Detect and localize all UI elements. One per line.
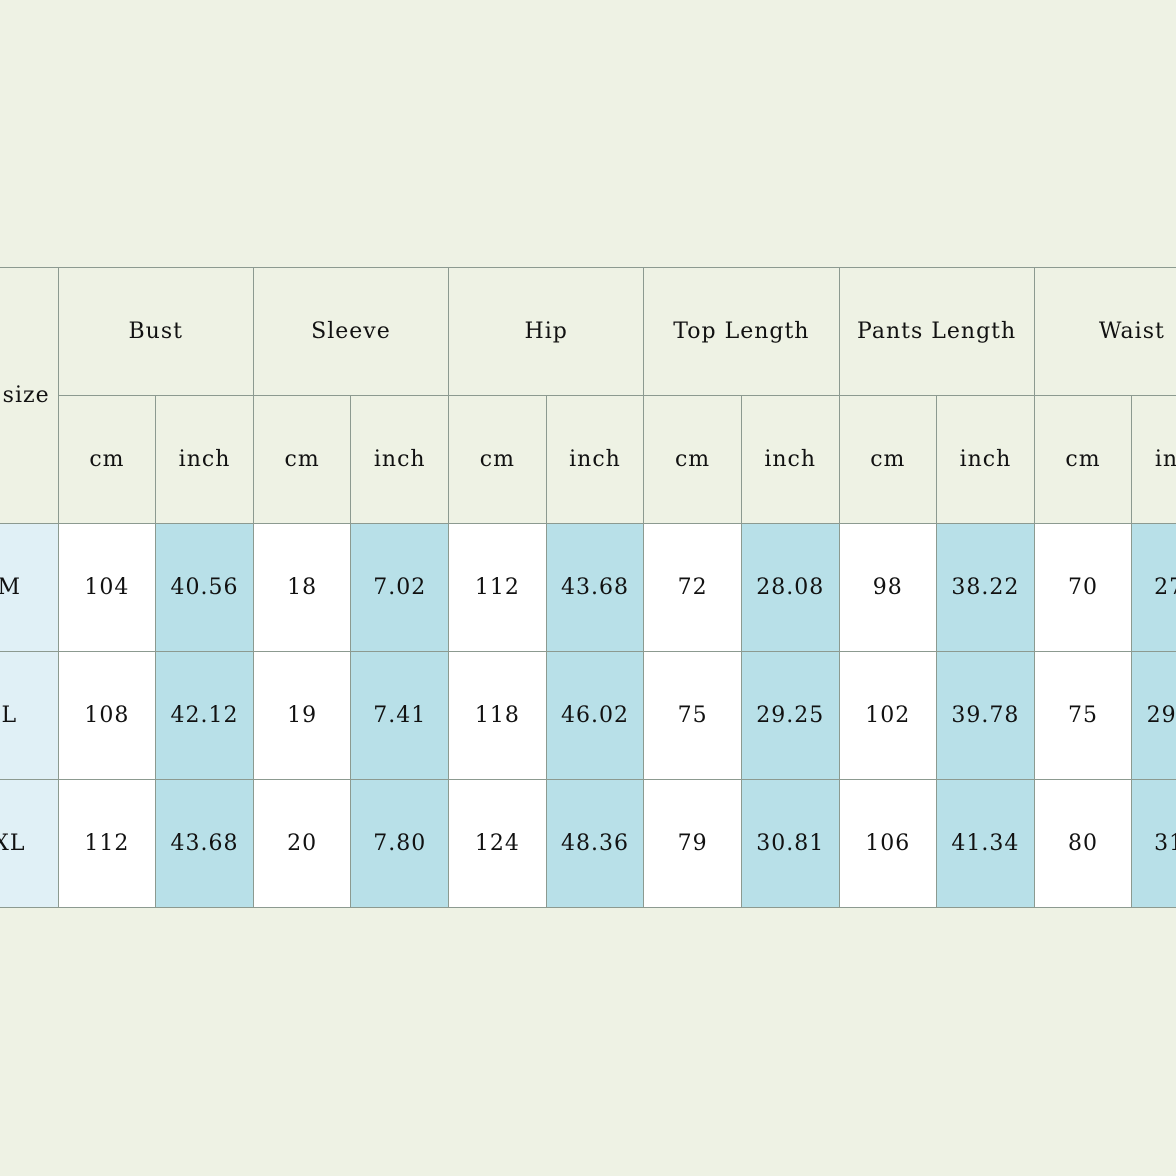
unit-header-cm: cm <box>643 395 742 524</box>
cm-value-cell: 112 <box>57 779 157 908</box>
table-row: XL11243.68207.8012448.367930.8110641.348… <box>0 779 1176 908</box>
unit-header-inch: inch <box>1131 395 1176 524</box>
inch-value-cell: 28.08 <box>740 523 840 652</box>
table-body: M10440.56187.0211243.687228.089838.22702… <box>0 523 1176 908</box>
inch-value-cell: 30.81 <box>740 779 840 908</box>
group-header-sleeve: Sleeve <box>252 267 450 396</box>
cm-value-cell: 108 <box>57 651 157 780</box>
cm-value-cell: 98 <box>838 523 938 652</box>
inch-value-cell: 29.25 <box>740 651 840 780</box>
size-label-cell: XL <box>0 779 59 908</box>
group-header-bust: Bust <box>57 267 254 396</box>
inch-value-cell: 29.25 <box>1131 651 1176 780</box>
unit-header-inch: inch <box>936 395 1035 524</box>
unit-header-cm: cm <box>448 395 547 524</box>
cm-value-cell: 124 <box>448 779 547 908</box>
inch-value-cell: 42.12 <box>155 651 254 780</box>
cm-value-cell: 104 <box>57 523 157 652</box>
unit-header-inch: inch <box>155 395 254 524</box>
cm-value-cell: 18 <box>252 523 352 652</box>
cm-value-cell: 70 <box>1033 523 1133 652</box>
table-row: M10440.56187.0211243.687228.089838.22702… <box>0 523 1176 652</box>
size-chart-table: size Bust Sleeve Hip Top Length Pants Le… <box>0 267 1176 908</box>
inch-value-cell: 38.22 <box>936 523 1035 652</box>
group-header-hip: Hip <box>448 267 645 396</box>
cm-value-cell: 118 <box>448 651 547 780</box>
unit-header-cm: cm <box>252 395 352 524</box>
size-label-cell: M <box>0 523 59 652</box>
cm-value-cell: 20 <box>252 779 352 908</box>
size-label-cell: L <box>0 651 59 780</box>
inch-value-cell: 31.2 <box>1131 779 1176 908</box>
inch-value-cell: 7.02 <box>350 523 450 652</box>
cm-value-cell: 79 <box>643 779 742 908</box>
cm-value-cell: 106 <box>838 779 938 908</box>
group-header-pants-length: Pants Length <box>838 267 1035 396</box>
cm-value-cell: 72 <box>643 523 742 652</box>
inch-value-cell: 41.34 <box>936 779 1035 908</box>
unit-header-cm: cm <box>838 395 938 524</box>
cm-value-cell: 19 <box>252 651 352 780</box>
unit-header-inch: inch <box>350 395 450 524</box>
inch-value-cell: 43.68 <box>545 523 645 652</box>
unit-header-inch: inch <box>740 395 840 524</box>
inch-value-cell: 27.3 <box>1131 523 1176 652</box>
cm-value-cell: 112 <box>448 523 547 652</box>
cm-value-cell: 80 <box>1033 779 1133 908</box>
unit-header-cm: cm <box>57 395 157 524</box>
cm-value-cell: 75 <box>643 651 742 780</box>
group-header-waist: Waist <box>1033 267 1176 396</box>
size-header: size <box>0 267 59 524</box>
inch-value-cell: 40.56 <box>155 523 254 652</box>
unit-header-cm: cm <box>1033 395 1133 524</box>
header-row-units: cm inch cm inch cm inch cm inch cm inch … <box>0 395 1176 524</box>
cm-value-cell: 102 <box>838 651 938 780</box>
header-row-groups: size Bust Sleeve Hip Top Length Pants Le… <box>0 267 1176 524</box>
inch-value-cell: 7.41 <box>350 651 450 780</box>
table-row: L 108 42.12 19 7.41 118 46.02 75 29.25 102 39.78 75… <box>0 651 1176 780</box>
inch-value-cell: 48.36 <box>545 779 645 908</box>
group-header-top-length: Top Length <box>643 267 840 396</box>
inch-value-cell: 46.02 <box>545 651 645 780</box>
unit-header-inch: inch <box>545 395 645 524</box>
inch-value-cell: 43.68 <box>155 779 254 908</box>
cm-value-cell: 75 <box>1033 651 1133 780</box>
inch-value-cell: 7.80 <box>350 779 450 908</box>
inch-value-cell: 39.78 <box>936 651 1035 780</box>
